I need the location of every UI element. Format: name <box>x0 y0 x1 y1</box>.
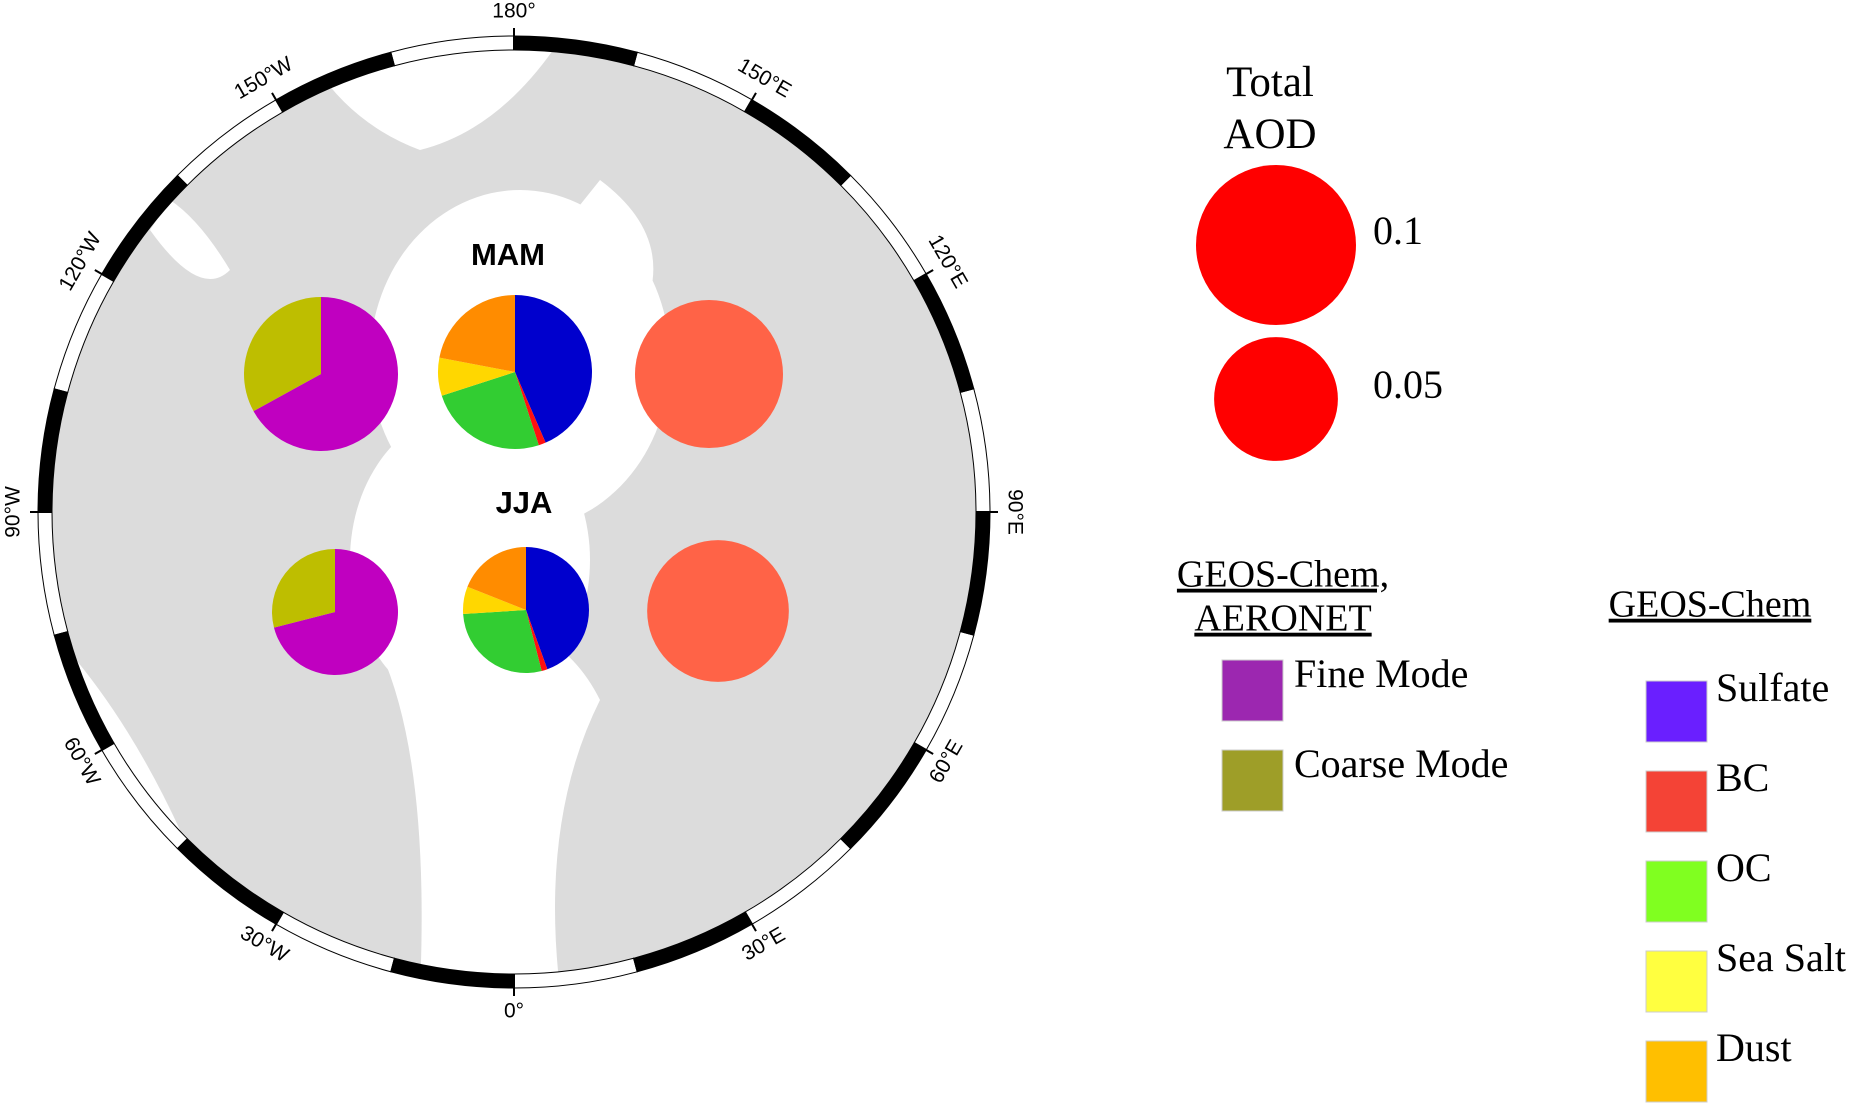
longitude-tick <box>744 92 757 113</box>
pie-slice <box>271 549 335 628</box>
longitude-tick <box>913 269 934 282</box>
legend-swatch <box>1645 860 1708 923</box>
legend-label: Fine Mode <box>1294 651 1468 696</box>
pie-slice <box>253 297 399 452</box>
longitude-label: 90°W <box>2 486 25 538</box>
pie-slice <box>439 295 515 372</box>
legend-size-circle <box>1196 165 1356 325</box>
pie-slice <box>438 357 515 396</box>
legend-swatch <box>1221 749 1284 812</box>
legend-size-label: 0.05 <box>1373 362 1443 407</box>
pie-slice <box>515 295 593 443</box>
legend-label: BC <box>1716 755 1769 800</box>
legend-title: GEOS-Chem <box>1609 584 1812 626</box>
pie-slice <box>441 372 539 449</box>
legend-label: Sulfate <box>1716 665 1829 710</box>
legend-swatch <box>1221 659 1284 722</box>
longitude-tick <box>271 911 284 932</box>
season-label: JJA <box>496 485 553 520</box>
longitude-tick <box>94 742 115 755</box>
legend-title: AOD <box>1223 111 1316 158</box>
legend-title: GEOS-Chem, <box>1177 554 1389 596</box>
pie-slice <box>526 547 590 670</box>
pie-slice <box>463 610 542 673</box>
longitude-label: 90°E <box>1003 489 1026 535</box>
legend-label: Dust <box>1716 1025 1792 1070</box>
legend-swatch <box>1645 950 1708 1013</box>
legend-title: AERONET <box>1194 598 1371 640</box>
legend-label: Sea Salt <box>1716 935 1846 980</box>
longitude-label: 30°E <box>738 923 789 966</box>
legend-label: OC <box>1716 845 1772 890</box>
legend-label: Coarse Mode <box>1294 741 1508 786</box>
longitude-tick <box>94 269 115 282</box>
longitude-tick <box>744 911 757 932</box>
longitude-label: 0° <box>504 1000 524 1023</box>
longitude-label: 180° <box>492 0 535 23</box>
legend: Total AOD 0.1 0.05 GEOS-Chem,AERONET Fine Mod… <box>1177 59 1846 1103</box>
longitude-tick <box>913 742 934 755</box>
total-aod-circle <box>635 300 783 448</box>
longitude-tick <box>271 92 284 113</box>
legend-size-circle <box>1214 337 1338 461</box>
pie-slice <box>526 610 548 672</box>
legend-swatch <box>1645 770 1708 833</box>
legend-title: Total <box>1226 59 1314 106</box>
pie-slice <box>273 549 398 676</box>
pie-slice <box>467 547 526 610</box>
total-aod-circle <box>647 540 789 682</box>
pie-slice <box>244 297 321 412</box>
longitude-label: 60°E <box>925 736 968 787</box>
legend-swatch <box>1645 680 1708 743</box>
pies: MAM JJA <box>244 237 789 682</box>
legend-size-label: 0.1 <box>1373 208 1423 253</box>
pie-slice <box>515 372 546 446</box>
legend-swatch <box>1645 1040 1708 1103</box>
pie-slice <box>463 586 526 614</box>
season-label: MAM <box>471 237 545 272</box>
